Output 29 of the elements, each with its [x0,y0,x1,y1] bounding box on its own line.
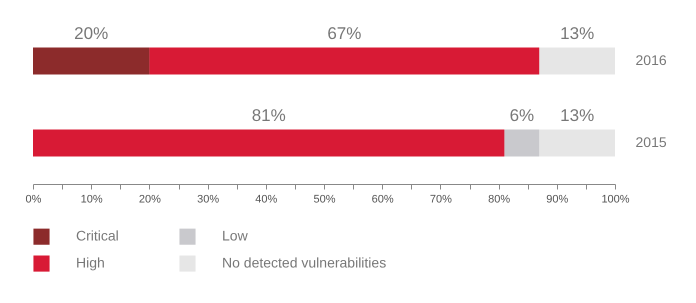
x-tick-label: 0% [26,194,42,206]
x-tick-label: 60% [372,194,394,206]
y-tick-label: 2015 [636,134,667,150]
legend-label: High [76,254,105,270]
data-label: 67% [327,24,362,43]
data-label: 81% [252,106,286,125]
bar [33,129,504,157]
bar [149,47,540,75]
data-label: 13% [560,106,594,125]
bar [504,129,540,157]
x-tick-label: 70% [430,194,452,206]
x-tick-label: 80% [488,194,510,206]
bar [539,129,615,157]
data-label: 6% [510,106,534,125]
data-label: 13% [560,24,594,43]
x-tick-label: 20% [138,194,162,206]
x-tick-label: 40% [255,194,278,206]
x-tick-label: 10% [80,194,103,206]
bar [33,47,150,75]
legend-label: Low [222,228,249,244]
x-tick-label: 30% [197,194,220,206]
data-label: 20% [74,24,108,43]
legend-label: No detected vulnerabilities [222,254,386,270]
legend-label: Critical [76,228,119,244]
x-tick-label: 90% [546,194,569,206]
x-tick-label: 50% [313,194,336,206]
y-tick-label: 2016 [636,52,667,68]
x-tick-label: 100% [601,194,630,206]
bar [539,47,615,75]
